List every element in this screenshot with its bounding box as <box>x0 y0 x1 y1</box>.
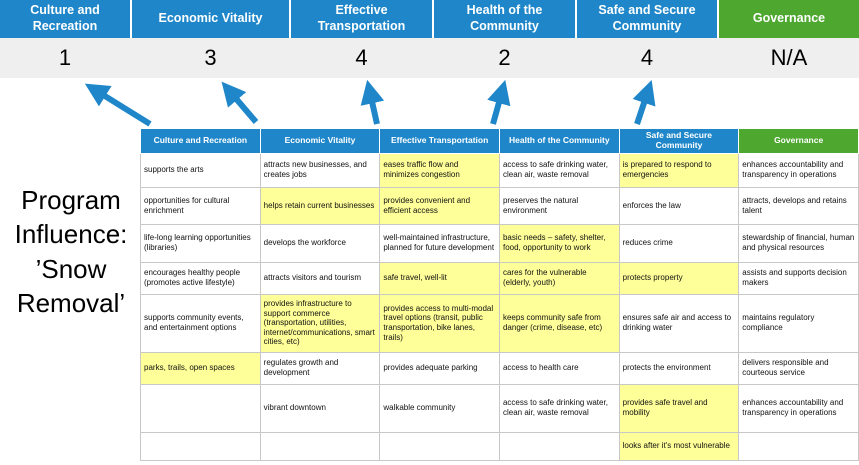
table-cell-highlighted: safe travel, well-lit <box>379 261 500 295</box>
table-row: parks, trails, open spaces regulates grow… <box>140 351 859 385</box>
table-cell: supports the arts <box>140 152 261 188</box>
table-cell: attracts, develops and retains talent <box>738 186 859 225</box>
table-cell: maintains regulatory compliance <box>738 293 859 353</box>
table-header-cell: Effective Transportation <box>379 128 500 154</box>
table-cell <box>140 383 261 433</box>
table-cell-highlighted: parks, trails, open spaces <box>140 351 261 385</box>
table-cell-highlighted: provides convenient and efficient access <box>379 186 500 225</box>
influence-table: Culture and Recreation Economic Vitality E… <box>140 128 859 461</box>
table-cell <box>498 431 620 461</box>
table-cell-highlighted: cares for the vulnerable (elderly, youth… <box>498 261 620 295</box>
table-cell <box>379 431 500 461</box>
table-cell: supports community events, and entertain… <box>140 293 261 353</box>
table-cell: develops the workforce <box>259 223 381 263</box>
score-arrows <box>84 80 656 127</box>
score-value-economic: 3 <box>204 45 217 70</box>
table-row: encourages healthy people (promotes acti… <box>140 261 859 295</box>
table-cell-highlighted: provides safe travel and mobility <box>618 383 740 433</box>
pillar-header-safety: Safe and Secure Community <box>577 0 717 38</box>
table-cell-highlighted: provides infrastructure to support comme… <box>259 293 381 353</box>
up-arrow-icon <box>221 81 259 124</box>
up-arrow-icon <box>360 80 385 125</box>
pillar-header-economic: Economic Vitality <box>132 0 289 38</box>
table-cell: enhances accountability and transparency… <box>738 152 859 188</box>
up-arrow-icon <box>632 80 656 125</box>
table-cell: regulates growth and development <box>259 351 381 385</box>
table-cell: encourages healthy people (promotes acti… <box>140 261 261 295</box>
table-cell <box>259 431 381 461</box>
table-cell-highlighted: keeps community safe from danger (crime,… <box>498 293 620 353</box>
score-value-governance: N/A <box>770 45 808 70</box>
program-title-line: Program <box>21 185 121 215</box>
score-value-safety: 4 <box>640 45 654 70</box>
table-cell: access to health care <box>498 351 620 385</box>
table-cell: access to safe drinking water, clean air… <box>498 383 620 433</box>
score-band: 1 3 4 2 4 N/A <box>0 38 859 78</box>
table-cell-highlighted: looks after it's most vulnerable <box>618 431 740 461</box>
table-cell: enforces the law <box>618 186 740 225</box>
program-title-line: Removal’ <box>16 287 126 318</box>
table-row: opportunities for cultural enrichment hel… <box>140 186 859 225</box>
table-cell: stewardship of financial, human and phys… <box>738 223 859 263</box>
up-arrow-icon <box>84 83 152 127</box>
table-cell: preserves the natural environment <box>498 186 620 225</box>
program-title-line: ’Snow <box>35 253 107 284</box>
table-cell: opportunities for cultural enrichment <box>140 186 261 225</box>
table-cell-highlighted: eases traffic flow and minimizes congest… <box>379 152 500 188</box>
table-header-cell: Safe and Secure Community <box>618 128 740 154</box>
table-cell-highlighted: helps retain current businesses <box>259 186 381 225</box>
table-cell <box>140 431 261 461</box>
table-cell: walkable community <box>379 383 500 433</box>
table-cell: delivers responsible and courteous servi… <box>738 351 859 385</box>
table-row: looks after it's most vulnerable <box>140 431 859 461</box>
table-row: supports the arts attracts new businesses… <box>140 152 859 188</box>
pillar-header-band: Culture and Recreation Economic Vitality… <box>0 0 859 38</box>
table-cell: enhances accountability and transparency… <box>738 383 859 433</box>
table-cell: life-long learning opportunities (librar… <box>140 223 261 263</box>
table-cell-highlighted: protects property <box>618 261 740 295</box>
table-row: vibrant downtown walkable community access… <box>140 383 859 433</box>
table-cell: assists and supports decision makers <box>738 261 859 295</box>
score-value-culture: 1 <box>58 45 72 70</box>
table-cell-highlighted: provides access to multi-modal travel op… <box>379 293 500 353</box>
table-cell: attracts new businesses, and creates job… <box>259 152 381 188</box>
table-cell: reduces crime <box>618 223 740 263</box>
table-header-cell: Economic Vitality <box>259 128 381 154</box>
table-cell: protects the environment <box>618 351 740 385</box>
pillar-header-governance: Governance <box>719 0 859 38</box>
table-cell-highlighted: basic needs – safety, shelter, food, opp… <box>498 223 620 263</box>
table-cell: access to safe drinking water, clean air… <box>498 152 620 188</box>
table-header-cell: Culture and Recreation <box>140 128 261 154</box>
table-cell: well-maintained infrastructure, planned … <box>379 223 500 263</box>
program-title: Program Influence: ’Snow Removal’ <box>0 183 142 320</box>
table-cell: attracts visitors and tourism <box>259 261 381 295</box>
table-cell: vibrant downtown <box>259 383 381 433</box>
table-cell: ensures safe air and access to drinking … <box>618 293 740 353</box>
pillar-header-transportation: Effective Transportation <box>291 0 432 38</box>
table-cell-highlighted: is prepared to respond to emergencies <box>618 152 740 188</box>
pillar-header-health: Health of the Community <box>434 0 575 38</box>
table-header-cell: Governance <box>738 128 859 154</box>
table-row: life-long learning opportunities (librar… <box>140 223 859 263</box>
table-cell <box>738 431 859 461</box>
score-value-transportation: 4 <box>355 45 368 70</box>
pillar-header-culture: Culture and Recreation <box>0 0 130 38</box>
up-arrow-icon <box>487 80 511 125</box>
table-cell: provides adequate parking <box>379 351 500 385</box>
table-header-cell: Health of the Community <box>498 128 620 154</box>
table-row: supports community events, and entertain… <box>140 293 859 353</box>
program-title-line: Influence: <box>14 219 128 250</box>
score-value-health: 2 <box>498 45 511 70</box>
